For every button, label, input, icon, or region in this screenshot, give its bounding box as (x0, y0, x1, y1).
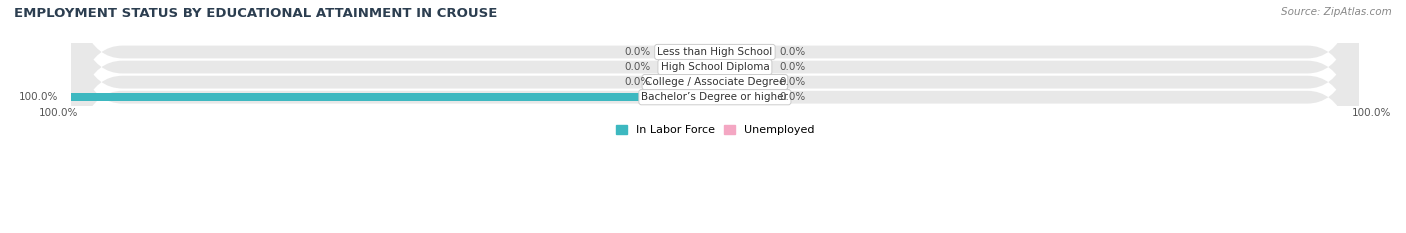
FancyBboxPatch shape (72, 0, 1358, 196)
Text: Source: ZipAtlas.com: Source: ZipAtlas.com (1281, 7, 1392, 17)
Bar (72, 93, 714, 101)
Bar (664, 78, 714, 86)
Text: 100.0%: 100.0% (39, 108, 79, 118)
Bar (714, 93, 766, 101)
Text: 0.0%: 0.0% (624, 47, 651, 57)
Bar (664, 63, 714, 71)
Legend: In Labor Force, Unemployed: In Labor Force, Unemployed (616, 125, 814, 135)
Bar (714, 48, 766, 56)
Bar (664, 48, 714, 56)
Text: College / Associate Degree: College / Associate Degree (645, 77, 785, 87)
Text: 0.0%: 0.0% (779, 92, 806, 102)
Text: Less than High School: Less than High School (657, 47, 772, 57)
Bar (714, 78, 766, 86)
Text: 0.0%: 0.0% (779, 77, 806, 87)
Text: Bachelor’s Degree or higher: Bachelor’s Degree or higher (641, 92, 789, 102)
Bar (714, 63, 766, 71)
Text: High School Diploma: High School Diploma (661, 62, 769, 72)
FancyBboxPatch shape (72, 0, 1358, 181)
Text: 0.0%: 0.0% (624, 62, 651, 72)
Text: 0.0%: 0.0% (779, 62, 806, 72)
Text: 0.0%: 0.0% (779, 47, 806, 57)
Text: EMPLOYMENT STATUS BY EDUCATIONAL ATTAINMENT IN CROUSE: EMPLOYMENT STATUS BY EDUCATIONAL ATTAINM… (14, 7, 498, 20)
Text: 100.0%: 100.0% (18, 92, 58, 102)
Text: 100.0%: 100.0% (1351, 108, 1391, 118)
Text: 0.0%: 0.0% (624, 77, 651, 87)
FancyBboxPatch shape (72, 0, 1358, 211)
FancyBboxPatch shape (72, 0, 1358, 166)
